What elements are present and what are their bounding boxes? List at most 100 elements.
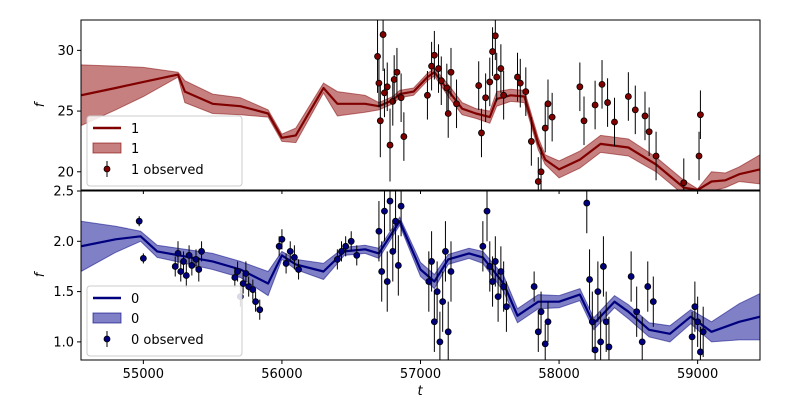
bottom-observed-point (249, 279, 257, 300)
bottom-observed-marker (605, 343, 613, 351)
bottom-observed-point (544, 301, 552, 342)
bottom-observed-point (256, 299, 264, 320)
bottom-observed-point (699, 306, 707, 357)
top-observed-point (437, 56, 445, 105)
bottom-observed-marker (239, 280, 247, 287)
bottom-observed-marker (644, 283, 652, 290)
bottom-observed-marker (188, 262, 196, 269)
bottom-y-tick-label: 2.0 (53, 235, 74, 250)
bottom-observed-marker (182, 272, 190, 279)
top-observed-marker (379, 31, 387, 38)
top-observed-marker (624, 93, 632, 100)
bottom-observed-marker (252, 298, 260, 306)
bottom-observed-marker (497, 268, 505, 275)
x-axis-label: t (417, 384, 423, 399)
bottom-model-line (81, 220, 760, 335)
top-observed-marker (447, 68, 455, 76)
top-observed-point (478, 108, 485, 158)
top-observed-point (631, 85, 639, 135)
top-observed-marker (389, 97, 397, 105)
bottom-observed-marker (290, 253, 298, 261)
top-observed-point (397, 73, 405, 122)
bottom-observed-marker (638, 338, 646, 346)
top-observed-marker (611, 118, 618, 126)
bottom-observed-marker (442, 247, 449, 255)
bottom-observed-marker (234, 268, 241, 275)
bottom-observed-point (347, 231, 355, 252)
top-observed-point (497, 44, 505, 93)
top-observed-marker (486, 78, 494, 86)
bottom-observed-marker (342, 242, 350, 250)
bottom-observed-point (392, 191, 399, 252)
top-observed-marker (631, 106, 639, 114)
top-observed-marker (537, 168, 545, 176)
bottom-observed-marker (500, 283, 508, 290)
top-observed-marker (397, 94, 405, 102)
top-observed-point (548, 92, 556, 142)
bottom-observed-point (602, 291, 610, 352)
top-observed-point (541, 103, 549, 153)
top-observed-marker (580, 117, 588, 125)
top-observed-point (598, 60, 606, 109)
top-observed-point (580, 96, 588, 146)
top-observed-point (444, 89, 452, 138)
top-observed-point (386, 108, 394, 182)
bottom-observed-marker (447, 268, 455, 275)
bottom-observed-marker (633, 308, 641, 316)
bottom-observed-point (180, 251, 187, 272)
top-observed-marker (444, 110, 452, 117)
bottom-observed-marker (433, 288, 441, 295)
top-legend-line-label: 1 (131, 122, 139, 137)
top-observed-marker (435, 65, 442, 72)
bottom-observed-point (583, 191, 591, 234)
top-observed-point (680, 158, 688, 190)
bottom-observed-point (282, 253, 290, 274)
bottom-observed-point (338, 241, 345, 262)
bottom-observed-marker (503, 303, 510, 311)
bottom-observed-marker (185, 251, 193, 259)
bottom-observed-point (694, 296, 702, 347)
top-observed-marker (522, 88, 530, 96)
bottom-observed-marker (430, 318, 438, 326)
top-observed-point (389, 77, 397, 126)
bottom-observed-point (286, 241, 294, 262)
bottom-observed-marker (171, 263, 179, 270)
top-observed-point (428, 41, 435, 91)
bottom-observed-marker (544, 318, 552, 326)
bottom-observed-point (588, 291, 596, 352)
bottom-observed-marker (392, 217, 399, 225)
top-observed-marker (443, 84, 451, 92)
bottom-observed-marker (383, 278, 391, 285)
top-observed-point (430, 30, 438, 80)
bottom-observed-marker (249, 286, 257, 293)
bottom-observed-marker (275, 242, 283, 250)
bottom-observed-point (139, 253, 147, 264)
top-observed-point (516, 58, 524, 108)
bottom-observed-marker (591, 346, 599, 354)
top-observed-point (493, 52, 501, 102)
bottom-observed-marker (386, 197, 394, 205)
top-observed-marker (386, 141, 394, 149)
top-observed-marker (493, 73, 501, 81)
bottom-observed-marker (389, 247, 397, 255)
bottom-observed-point (430, 291, 438, 352)
top-legend-point-swatch (103, 165, 111, 173)
top-observed-marker (383, 83, 391, 91)
bottom-observed-marker (436, 338, 444, 346)
bottom-observed-marker (588, 318, 596, 326)
top-observed-point (537, 147, 545, 190)
top-observed-marker (437, 77, 445, 85)
bottom-legend: 0 0 0 observed (86, 285, 243, 357)
top-observed-point (652, 131, 660, 181)
top-legend-band-label: 1 (131, 142, 139, 157)
bottom-observed-marker (649, 298, 657, 306)
bottom-observed-point (295, 259, 302, 280)
bottom-observed-point (174, 241, 182, 266)
top-observed-marker (514, 73, 521, 81)
bottom-legend-box (86, 285, 243, 357)
top-observed-marker (680, 179, 688, 187)
top-observed-marker (375, 79, 383, 87)
bottom-y-tick-label: 2.5 (53, 185, 74, 200)
bottom-observed-marker (282, 260, 290, 267)
